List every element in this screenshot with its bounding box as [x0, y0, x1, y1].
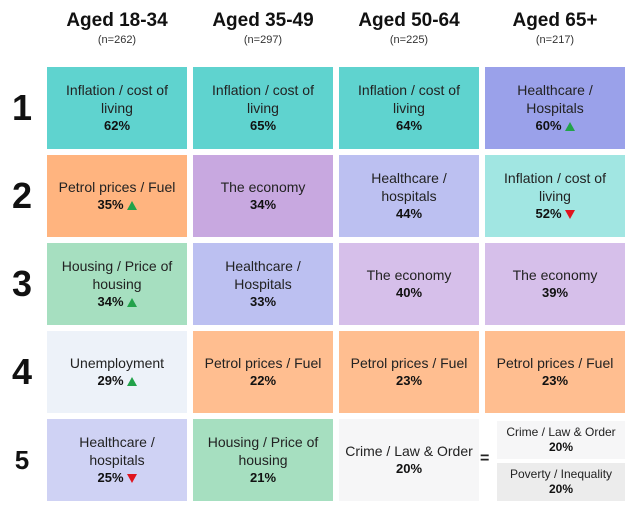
sample-size: (n=297)	[243, 34, 283, 46]
column-header: Aged 35-49 (n=297)	[190, 8, 336, 47]
issue-cell: Unemployment 29%	[47, 331, 187, 413]
column-title: Aged 50-64	[358, 10, 460, 31]
issue-label: Petrol prices / Fuel	[350, 355, 468, 371]
issue-percent: 29%	[97, 372, 137, 390]
trend-down-icon	[564, 209, 575, 219]
trend-up-icon	[126, 376, 137, 386]
issue-percent: 52%	[535, 205, 575, 223]
issue-label: Housing / Price of housing	[207, 434, 319, 468]
issue-cell: Inflation / cost of living 62%	[47, 67, 187, 149]
rank-label: 2	[11, 175, 33, 216]
trend-down-icon	[126, 473, 137, 483]
issue-percent: 22%	[249, 373, 277, 388]
rank-label: 5	[14, 445, 30, 475]
issue-percent: 20%	[395, 461, 423, 476]
issue-label: Unemployment	[69, 355, 165, 371]
issue-cell: Healthcare / hospitals 25%	[47, 419, 187, 501]
column-header: Aged 50-64 (n=225)	[336, 8, 482, 47]
issue-label: Inflation / cost of living	[504, 170, 606, 204]
issue-percent: 21%	[249, 470, 277, 485]
column-title: Aged 18-34	[66, 10, 168, 31]
rank-label: 3	[11, 263, 33, 304]
issue-label: Petrol prices / Fuel	[496, 355, 614, 371]
rank-label: 4	[11, 351, 33, 392]
rank-label: 1	[11, 87, 33, 128]
issue-cell: Housing / Price of housing 34%	[47, 243, 187, 325]
column-title: Aged 35-49	[212, 10, 314, 31]
issue-percent: 40%	[395, 285, 423, 300]
issue-cell: The economy 39%	[485, 243, 625, 325]
issue-cell: Housing / Price of housing 21%	[193, 419, 333, 501]
sample-size: (n=225)	[389, 34, 429, 46]
issue-percent: 20%	[548, 482, 574, 496]
issue-percent: 25%	[97, 469, 137, 487]
issue-percent: 39%	[541, 285, 569, 300]
issue-cell: Healthcare / Hospitals 33%	[193, 243, 333, 325]
issue-label: Inflation / cost of living	[66, 82, 168, 116]
issue-label: The economy	[366, 267, 452, 283]
issue-label: Petrol prices / Fuel	[204, 355, 322, 371]
issue-cell: Healthcare / hospitals 44%	[339, 155, 479, 237]
issue-label: Petrol prices / Fuel	[58, 179, 176, 195]
issue-percent: 34%	[97, 293, 137, 311]
issue-cell: Inflation / cost of living 65%	[193, 67, 333, 149]
sample-size: (n=217)	[535, 34, 575, 46]
issue-label: Inflation / cost of living	[358, 82, 460, 116]
issue-label: Inflation / cost of living	[212, 82, 314, 116]
issue-label: Crime / Law & Order	[506, 425, 616, 439]
tied-issue-cell: Crime / Law & Order 20%	[497, 421, 625, 459]
issue-cell: Crime / Law & Order 20%	[339, 419, 479, 501]
column-header: Aged 18-34 (n=262)	[44, 8, 190, 47]
equal-sign: =	[480, 450, 490, 467]
issue-label: Healthcare / Hospitals	[517, 82, 593, 116]
issue-percent: 60%	[535, 117, 575, 135]
issue-cell: The economy 34%	[193, 155, 333, 237]
issue-label: Healthcare / Hospitals	[225, 258, 301, 292]
tied-issue-cell: Poverty / Inequality 20%	[497, 463, 625, 501]
issue-percent: 64%	[395, 118, 423, 133]
trend-up-icon	[564, 121, 575, 131]
issue-label: Crime / Law & Order	[345, 443, 473, 459]
issue-label: The economy	[512, 267, 598, 283]
issue-cell: Petrol prices / Fuel 22%	[193, 331, 333, 413]
issue-percent: 65%	[249, 118, 277, 133]
sample-size: (n=262)	[97, 34, 137, 46]
column-header: Aged 65+ (n=217)	[482, 8, 628, 47]
issue-percent: 23%	[541, 373, 569, 388]
issue-label: Healthcare / hospitals	[79, 434, 155, 468]
issue-percent: 20%	[548, 440, 574, 454]
issue-percent: 35%	[97, 196, 137, 214]
issue-cell: Inflation / cost of living 64%	[339, 67, 479, 149]
issue-percent: 62%	[103, 118, 131, 133]
issue-cell: Inflation / cost of living 52%	[485, 155, 625, 237]
issue-label: The economy	[220, 179, 306, 195]
issue-label: Poverty / Inequality	[509, 467, 613, 481]
issue-cell: Petrol prices / Fuel 23%	[485, 331, 625, 413]
issue-percent: 23%	[395, 373, 423, 388]
issue-label: Healthcare / hospitals	[371, 170, 447, 204]
issue-percent: 33%	[249, 294, 277, 309]
issue-cell: Petrol prices / Fuel 35%	[47, 155, 187, 237]
issue-cell: Petrol prices / Fuel 23%	[339, 331, 479, 413]
issue-cell: The economy 40%	[339, 243, 479, 325]
issue-cell: Healthcare / Hospitals 60%	[485, 67, 625, 149]
issue-percent: 44%	[395, 206, 423, 221]
column-title: Aged 65+	[512, 10, 598, 31]
trend-up-icon	[126, 297, 137, 307]
trend-up-icon	[126, 200, 137, 210]
issue-label: Housing / Price of housing	[61, 258, 173, 292]
issue-percent: 34%	[249, 197, 277, 212]
